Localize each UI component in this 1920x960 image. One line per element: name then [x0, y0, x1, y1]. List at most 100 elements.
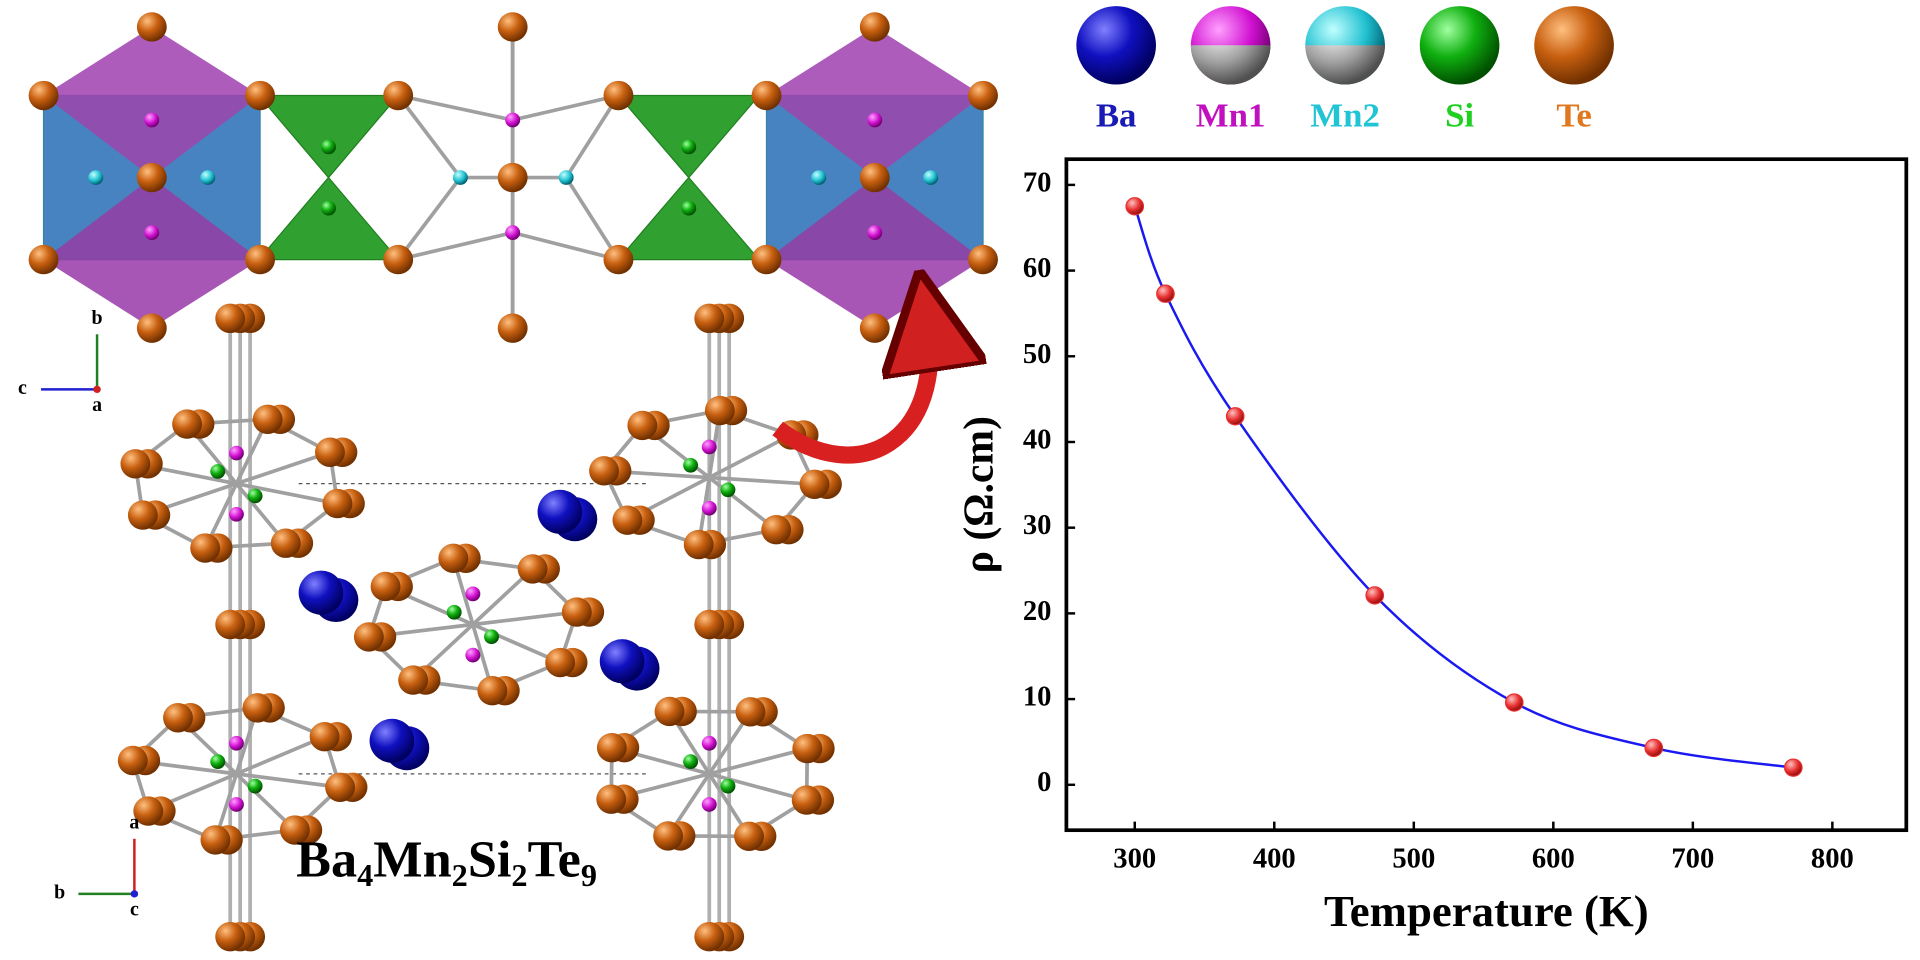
y-tick-label: 60 — [1023, 253, 1052, 284]
atom — [701, 735, 717, 751]
bond — [709, 475, 815, 487]
x-tick-label: 700 — [1671, 843, 1714, 874]
polyhedron — [43, 26, 261, 178]
legend-label: Mn2 — [1310, 97, 1380, 135]
bond — [396, 94, 462, 179]
y-tick-label: 30 — [1023, 510, 1052, 541]
atom — [465, 586, 481, 602]
data-point — [1156, 284, 1175, 303]
atom — [252, 404, 283, 435]
atom — [505, 112, 521, 128]
atom — [88, 170, 104, 185]
atom — [215, 922, 246, 952]
atom — [28, 244, 59, 275]
bond — [397, 93, 514, 122]
atom — [133, 796, 164, 826]
atom — [751, 244, 782, 275]
formula-part: Te — [528, 832, 581, 889]
data-point — [1783, 758, 1803, 777]
formula-part: 2 — [511, 858, 527, 894]
axis-label: b — [92, 307, 103, 329]
atom — [210, 754, 226, 769]
atom — [627, 410, 658, 441]
atom — [228, 506, 244, 522]
bond — [235, 734, 326, 776]
y-tick-label: 10 — [1023, 682, 1052, 713]
atom — [704, 395, 735, 426]
atom — [136, 313, 167, 343]
atom — [477, 675, 508, 706]
data-point — [1504, 693, 1524, 712]
atom — [558, 170, 574, 185]
atom — [309, 721, 340, 752]
atom — [452, 170, 468, 185]
atom — [315, 437, 345, 467]
atom — [245, 244, 275, 275]
atom — [228, 797, 244, 812]
fit-line — [1133, 205, 1794, 769]
legend-label: Te — [1556, 97, 1592, 135]
axis-origin — [130, 890, 139, 898]
atom — [612, 505, 643, 535]
bond — [512, 230, 619, 262]
atom — [761, 514, 792, 545]
data-point — [1365, 586, 1385, 605]
bond — [397, 230, 514, 262]
atom — [599, 639, 645, 684]
atom — [561, 597, 592, 627]
atom — [683, 754, 699, 769]
polyhedron — [257, 94, 400, 261]
atom — [545, 647, 576, 678]
atom — [923, 170, 939, 185]
formula-part: 9 — [581, 858, 597, 894]
atom — [383, 80, 414, 111]
atom — [683, 529, 714, 560]
bond — [236, 481, 338, 506]
atom — [694, 303, 725, 334]
axis-label: a — [129, 812, 139, 834]
atom — [136, 162, 167, 193]
atom — [735, 697, 766, 727]
atom — [28, 80, 59, 111]
atom — [446, 604, 462, 620]
atom — [353, 622, 384, 652]
x-axis-title: Temperature (K) — [1324, 886, 1649, 936]
atom — [734, 821, 764, 851]
formula: Ba4Mn2Si2Te9 — [296, 832, 597, 894]
atom — [127, 500, 158, 530]
atom — [120, 449, 151, 479]
legend-label: Si — [1445, 97, 1474, 135]
data-point — [1125, 197, 1145, 216]
axis-label: c — [130, 899, 139, 921]
atom — [465, 647, 481, 663]
atom — [117, 745, 148, 776]
data-point — [1644, 738, 1664, 758]
formula-part: Mn — [373, 832, 452, 889]
bond — [564, 176, 621, 261]
bond — [236, 772, 341, 790]
atom — [811, 170, 827, 185]
atom — [694, 609, 725, 640]
bond — [708, 746, 808, 776]
atom — [968, 80, 998, 111]
formula-part: 4 — [357, 858, 373, 894]
atom — [438, 543, 469, 573]
atom — [596, 784, 627, 814]
bond — [708, 772, 808, 802]
axis-label: b — [54, 882, 65, 904]
x-tick-label: 500 — [1392, 843, 1435, 874]
atom — [247, 488, 263, 504]
y-tick-label: 50 — [1023, 339, 1052, 370]
atom — [1534, 6, 1614, 85]
atom — [654, 696, 685, 727]
atom — [694, 922, 725, 952]
atom — [791, 785, 822, 815]
atom — [681, 139, 697, 155]
atom — [603, 80, 634, 111]
legend-label: Mn1 — [1196, 97, 1266, 135]
atom — [596, 732, 627, 763]
atom — [701, 439, 717, 455]
atom — [398, 665, 429, 695]
atom — [720, 778, 736, 794]
